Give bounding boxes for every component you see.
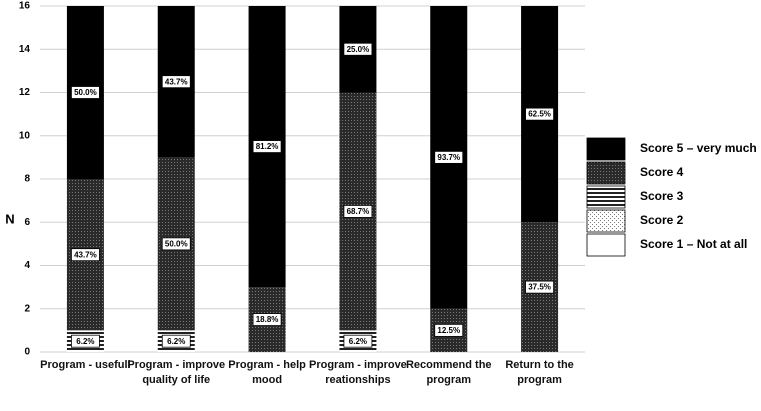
data-label-box	[71, 248, 100, 262]
data-label-text: 62.5%	[528, 110, 551, 119]
data-label-text: 81.2%	[256, 142, 279, 151]
data-label-text: 6.2%	[349, 337, 367, 346]
data-label-box	[252, 140, 282, 153]
data-label-box	[343, 42, 373, 56]
legend-swatch	[586, 185, 626, 209]
data-label: 6.2%	[71, 334, 100, 348]
data-label: 6.2%	[343, 334, 373, 348]
y-axis-label: N	[5, 211, 14, 226]
legend-label: Score 1 – Not at all	[640, 237, 747, 251]
legend-label: Score 3	[640, 189, 684, 203]
data-label-text: 6.2%	[76, 337, 94, 346]
x-tick-label: Return to the program	[505, 359, 574, 386]
data-label: 37.5%	[525, 280, 554, 294]
x-tick-label: Recommend the program	[405, 359, 492, 386]
data-label: 50.0%	[161, 237, 191, 251]
data-label-box	[343, 334, 373, 348]
data-label-box	[525, 107, 554, 121]
data-label-box	[434, 323, 464, 337]
y-tick-label: 10	[19, 130, 31, 141]
data-label-text: 25.0%	[347, 45, 370, 54]
data-label-text: 93.7%	[437, 153, 460, 162]
data-label: 62.5%	[525, 107, 554, 121]
data-label-text: 12.5%	[437, 326, 460, 335]
data-label-box	[71, 334, 100, 348]
legend-swatch	[586, 209, 626, 233]
data-label-box	[161, 334, 191, 348]
x-tick-label: Program - help mood	[228, 359, 306, 386]
y-tick-label: 4	[24, 260, 30, 271]
data-label: 25.0%	[343, 42, 373, 56]
data-label-box	[252, 313, 282, 326]
legend-swatch	[586, 233, 626, 257]
data-label-text: 50.0%	[165, 239, 188, 248]
data-label: 43.7%	[71, 248, 100, 262]
legend-label: Score 5 – very much	[640, 141, 757, 155]
legend-swatch	[586, 161, 626, 185]
legend-label: Score 2	[640, 213, 684, 227]
data-label: 93.7%	[434, 150, 464, 164]
data-label-text: 18.8%	[256, 315, 279, 324]
data-label-box	[343, 205, 373, 218]
y-tick-label: 12	[19, 87, 31, 98]
y-tick-label: 14	[19, 44, 31, 55]
x-tick-label: Program - improve reationships	[309, 359, 407, 386]
data-label: 68.7%	[343, 205, 373, 218]
data-label: 50.0%	[71, 86, 100, 99]
y-tick-label: 8	[24, 174, 30, 185]
data-label-box	[161, 75, 191, 89]
x-tick-label: Program - improve quality of life	[127, 359, 226, 386]
legend-swatch	[586, 137, 626, 161]
y-tick-label: 2	[24, 303, 30, 314]
y-tick-label: 16	[19, 1, 31, 12]
data-label-box	[71, 86, 100, 99]
x-tick-label: Program - usefull	[40, 359, 131, 371]
legend-label: Score 4	[640, 165, 684, 179]
y-tick-label: 6	[24, 217, 30, 228]
data-label-box	[434, 150, 464, 164]
data-label-text: 43.7%	[165, 77, 188, 86]
data-label: 81.2%	[252, 140, 282, 153]
data-label-text: 43.7%	[74, 250, 97, 259]
data-label: 12.5%	[434, 323, 464, 337]
data-label: 6.2%	[161, 334, 191, 348]
y-tick-label: 0	[24, 347, 30, 358]
data-label-text: 37.5%	[528, 283, 551, 292]
data-label-text: 6.2%	[167, 337, 185, 346]
data-label-text: 50.0%	[74, 88, 97, 97]
data-label: 18.8%	[252, 313, 282, 326]
data-label-box	[525, 280, 554, 294]
data-label: 43.7%	[161, 75, 191, 89]
data-label-text: 68.7%	[347, 207, 370, 216]
data-label-box	[161, 237, 191, 251]
